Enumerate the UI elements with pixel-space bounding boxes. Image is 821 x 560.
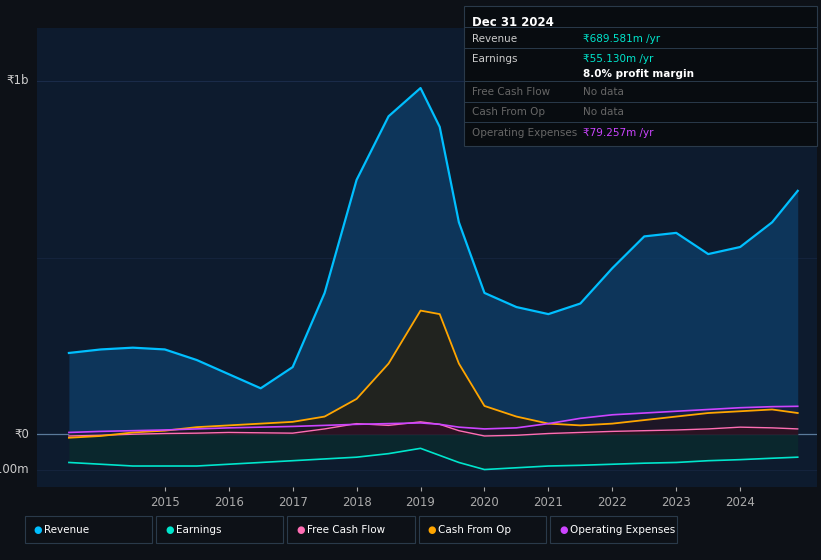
Text: Free Cash Flow: Free Cash Flow	[472, 87, 550, 97]
Text: Revenue: Revenue	[472, 34, 517, 44]
Text: Operating Expenses: Operating Expenses	[570, 525, 675, 535]
Text: No data: No data	[583, 87, 624, 97]
Text: Free Cash Flow: Free Cash Flow	[307, 525, 385, 535]
Text: Dec 31 2024: Dec 31 2024	[472, 16, 554, 29]
Text: ₹79.257m /yr: ₹79.257m /yr	[583, 128, 654, 138]
Text: ₹1b: ₹1b	[7, 74, 30, 87]
Text: Earnings: Earnings	[176, 525, 221, 535]
Text: Cash From Op: Cash From Op	[472, 108, 545, 118]
Text: ₹55.130m /yr: ₹55.130m /yr	[583, 54, 654, 64]
Text: ●: ●	[34, 525, 42, 535]
Text: ●: ●	[559, 525, 567, 535]
Text: Earnings: Earnings	[472, 54, 517, 64]
Text: ₹689.581m /yr: ₹689.581m /yr	[583, 34, 660, 44]
Text: No data: No data	[583, 108, 624, 118]
Text: 8.0% profit margin: 8.0% profit margin	[583, 69, 694, 79]
Text: ●: ●	[428, 525, 436, 535]
Text: Operating Expenses: Operating Expenses	[472, 128, 577, 138]
Text: Cash From Op: Cash From Op	[438, 525, 511, 535]
Text: Revenue: Revenue	[44, 525, 89, 535]
Text: ●: ●	[165, 525, 173, 535]
Text: ₹0: ₹0	[14, 428, 30, 441]
Text: ●: ●	[296, 525, 305, 535]
Text: -₹100m: -₹100m	[0, 463, 30, 476]
